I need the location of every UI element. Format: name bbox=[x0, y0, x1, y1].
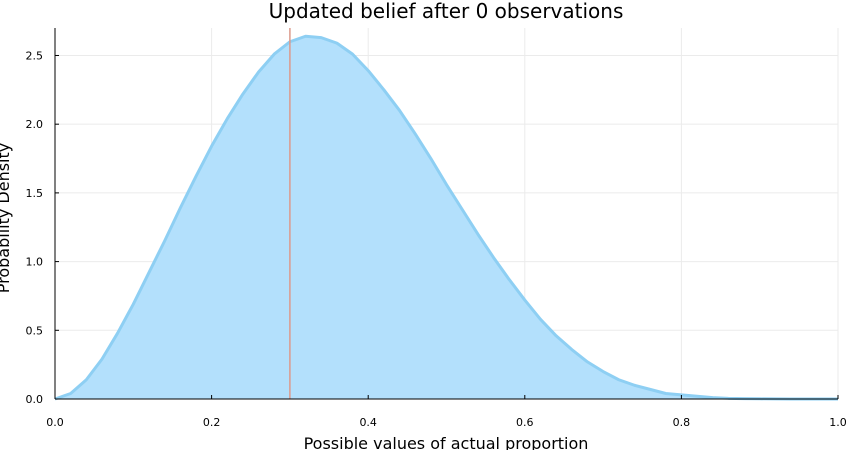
x-axis-title: Possible values of actual proportion bbox=[304, 434, 589, 450]
x-tick-label: 1.0 bbox=[829, 416, 847, 429]
chart-title: Updated belief after 0 observations bbox=[269, 0, 624, 23]
x-tick-label: 0.0 bbox=[46, 416, 64, 429]
x-tick-label: 0.6 bbox=[516, 416, 534, 429]
x-tick-label: 0.4 bbox=[359, 416, 377, 429]
x-axis-ticks: 0.0 0.2 0.4 0.6 0.8 1.0 bbox=[46, 395, 847, 429]
axes-frame bbox=[54, 28, 838, 400]
x-tick-label: 0.8 bbox=[673, 416, 691, 429]
y-tick-label: 1.5 bbox=[26, 187, 44, 200]
y-axis-title: Probability Density bbox=[0, 143, 13, 294]
density-line bbox=[54, 34, 838, 401]
x-tick-label: 0.2 bbox=[203, 416, 221, 429]
y-tick-label: 1.0 bbox=[26, 256, 44, 269]
y-tick-label: 2.0 bbox=[26, 118, 44, 131]
series-layer bbox=[54, 28, 838, 401]
y-axis-ticks: 0.0 0.5 1.0 1.5 2.0 2.5 bbox=[26, 49, 59, 406]
y-tick-label: 0.5 bbox=[26, 324, 44, 337]
y-tick-label: 0.0 bbox=[26, 393, 44, 406]
y-tick-label: 2.5 bbox=[26, 49, 44, 62]
density-area bbox=[55, 36, 838, 399]
